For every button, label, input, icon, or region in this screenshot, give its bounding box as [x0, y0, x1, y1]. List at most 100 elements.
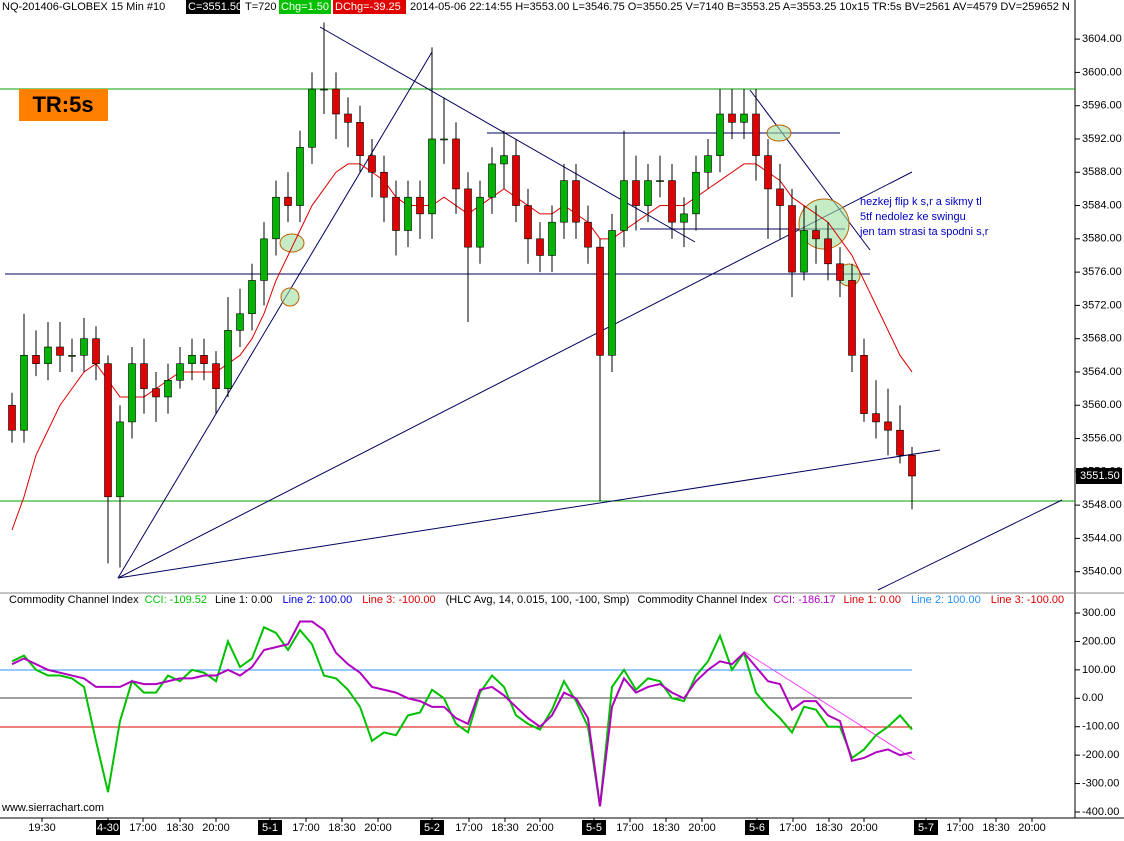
y-tick-label: -400.00: [1082, 806, 1119, 818]
date-box: [582, 820, 606, 835]
study-legend: Commodity Channel Index CCI: -109.52 Line …: [9, 594, 1064, 606]
trendline: [319, 26, 696, 243]
moving-average: [11, 163, 913, 531]
note: jen tam strasi ta spodni s,r: [859, 226, 989, 238]
y-tick-label: 200.00: [1082, 635, 1116, 647]
y-tick-label: -300.00: [1082, 777, 1119, 789]
candle-body: [392, 196, 400, 231]
candle-body: [272, 196, 280, 240]
date-box: [745, 820, 769, 835]
candle-body: [32, 355, 40, 364]
candle-body: [884, 421, 892, 431]
x-tick-label: 17:00: [292, 822, 320, 834]
candle-body: [464, 188, 472, 248]
date-box: [96, 820, 120, 835]
symbol: NQ-201406-GLOBEX 15 Min #10: [2, 1, 165, 13]
candle-body: [680, 213, 688, 223]
candle-body: [380, 171, 388, 198]
x-tick-label: 18:30: [982, 822, 1010, 834]
legend-text: Line 1: 0.00: [215, 594, 273, 606]
note: hezkej flip k s,r a sikmy tl: [860, 196, 982, 208]
x-tick-label: 5-5: [586, 822, 602, 834]
candle-body: [752, 113, 760, 156]
legend-text: Line 2: 100.00: [283, 594, 353, 606]
y-tick-label: 3588.00: [1082, 166, 1122, 178]
candle-body: [260, 238, 268, 281]
candle-body: [8, 404, 16, 431]
candle-body: [560, 180, 568, 223]
candle-body: [848, 280, 856, 356]
x-tick-label: 17:00: [129, 822, 157, 834]
candle-body: [896, 429, 904, 456]
candle-body: [860, 355, 868, 414]
candle-body: [68, 355, 76, 357]
candle-body: [92, 338, 100, 364]
candle-body: [524, 205, 532, 240]
candle-body: [44, 346, 52, 364]
candle-body: [320, 88, 328, 91]
y-tick-label: 3600.00: [1082, 66, 1122, 78]
x-tick-label: 20:00: [850, 822, 878, 834]
y-tick-label: 3548.00: [1082, 499, 1122, 511]
candle-body: [356, 122, 364, 156]
dchg: DChg=-39.25: [335, 1, 401, 13]
legend-text: Line 3: -100.00: [991, 594, 1064, 606]
x-tick-label: 18:30: [166, 822, 194, 834]
candle-body: [764, 155, 772, 190]
badge-box: [19, 89, 108, 121]
candle-body: [788, 205, 796, 273]
x-tick-label: 18:30: [328, 822, 356, 834]
y-tick-label: 100.00: [1082, 664, 1116, 676]
x-tick-label: 20:00: [688, 822, 716, 834]
candle-body: [56, 346, 64, 356]
date-box: [914, 820, 938, 835]
candle-body: [620, 180, 628, 231]
candle-body: [704, 155, 712, 173]
y-tick-label: 3572.00: [1082, 299, 1122, 311]
candle-body: [728, 113, 736, 123]
legend-text: CCI: -186.17: [773, 594, 835, 606]
x-tick-label: 20:00: [202, 822, 230, 834]
candle-body: [368, 155, 376, 173]
y-tick-label: 3596.00: [1082, 100, 1122, 112]
candle-body: [656, 180, 664, 182]
candle-body: [224, 330, 232, 389]
price-box: [1076, 468, 1122, 484]
candle-body: [800, 230, 808, 273]
x-tick-label: 20:00: [1018, 822, 1046, 834]
candle-body: [488, 163, 496, 198]
x-tick-label: 20:00: [364, 822, 392, 834]
candle-body: [908, 454, 916, 477]
candle-body: [836, 263, 844, 281]
chg: Chg=1.50: [281, 1, 329, 13]
trendline: [117, 171, 913, 579]
candle-body: [500, 155, 508, 165]
x-tick-label: 18:30: [491, 822, 519, 834]
trendline: [877, 499, 1063, 591]
candle-body: [404, 196, 412, 231]
y-tick-label: 3544.00: [1082, 532, 1122, 544]
y-tick-label: 3580.00: [1082, 233, 1122, 245]
candle-body: [248, 280, 256, 315]
close-box: [186, 0, 240, 14]
highlight: [279, 233, 305, 253]
candle-body: [824, 238, 832, 265]
x-tick-label: 18:30: [652, 822, 680, 834]
x-tick-label: 17:00: [616, 822, 644, 834]
candle-body: [440, 138, 448, 141]
price-label: 3551.50: [1080, 470, 1120, 482]
highlight: [280, 287, 300, 307]
x-tick-label: 5-7: [918, 822, 934, 834]
y-tick-label: 3576.00: [1082, 266, 1122, 278]
y-tick-label: 3592.00: [1082, 133, 1122, 145]
legend-text: Line 2: 100.00: [911, 594, 981, 606]
candle-body: [536, 238, 544, 256]
candle-body: [332, 88, 340, 115]
candle-body: [212, 363, 220, 389]
candle-body: [776, 188, 784, 206]
candle-body: [20, 355, 28, 431]
candle-body: [284, 196, 292, 206]
